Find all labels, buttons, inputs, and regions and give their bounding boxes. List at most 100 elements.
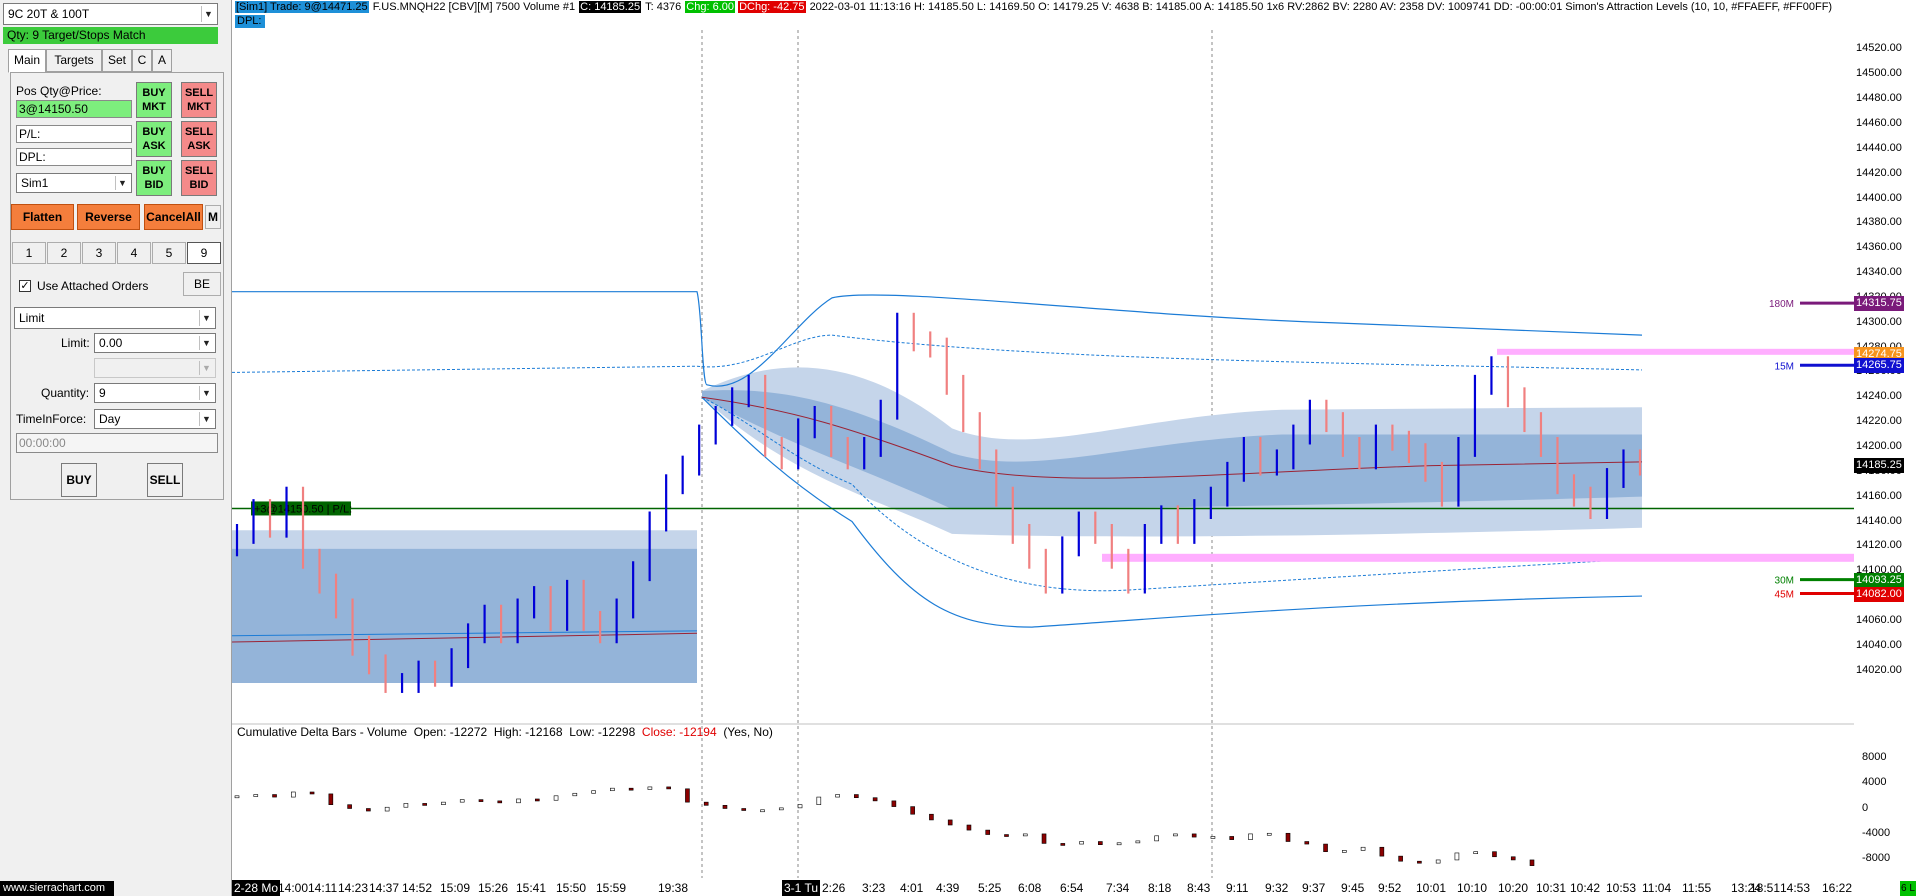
band-inner-left — [232, 548, 697, 683]
status-bar: Qty: 9 Target/Stops Match — [3, 27, 218, 44]
delta-bar — [628, 787, 634, 791]
price-axis-label: 14380.00 — [1856, 216, 1902, 229]
m-button[interactable]: M — [205, 205, 221, 229]
level-label-180m: 180M — [1769, 299, 1794, 310]
delta-bar — [685, 788, 690, 803]
time-axis-label: 14:23 — [338, 881, 369, 895]
price-axis[interactable]: 14520.00 14500.00 14480.00 14460.00 14440.00… — [1854, 0, 1916, 896]
delta-bar — [234, 795, 240, 799]
qty-button-3[interactable]: 3 — [82, 242, 116, 264]
delta-axis-label: 0 — [1862, 801, 1869, 814]
cancel-all-button[interactable]: CancelAll — [144, 204, 203, 230]
subgraph-extra: (Yes, No) — [723, 725, 773, 739]
price-axis-label: 14140.00 — [1856, 514, 1902, 527]
time-axis[interactable]: 2-28 Mo 3-1 Tu 14:00 14:11 14:23 14:37 14:52… — [232, 880, 1854, 896]
delta-bar — [272, 794, 277, 798]
tab-c[interactable]: C — [132, 49, 152, 72]
use-attached-orders-label: Use Attached Orders — [37, 279, 149, 293]
buy-market-button[interactable]: BUY MKT — [136, 82, 172, 118]
qty-button-2[interactable]: 2 — [47, 242, 81, 264]
stop-price-field[interactable]: ▼ — [94, 358, 216, 378]
delta-bar — [610, 787, 615, 792]
buy-button[interactable]: BUY — [61, 463, 97, 497]
time-axis-label: 15:50 — [556, 881, 587, 895]
time-in-force-value: Day — [99, 412, 121, 426]
qty-button-1[interactable]: 1 — [12, 242, 46, 264]
tab-targets[interactable]: Targets — [46, 49, 102, 72]
delta-bar — [1529, 859, 1535, 866]
time-in-force-select[interactable]: Day ▼ — [94, 409, 216, 429]
tab-set[interactable]: Set — [102, 49, 132, 72]
buy-ask-button[interactable]: BUY ASK — [136, 121, 172, 157]
tab-main[interactable]: Main — [8, 49, 46, 73]
price-axis-label: 14480.00 — [1856, 92, 1902, 105]
delta-bar — [441, 801, 446, 805]
qty-button-4[interactable]: 4 — [117, 242, 151, 264]
sell-button[interactable]: SELL — [147, 463, 183, 497]
time-axis-label: 13:24 — [1731, 881, 1762, 895]
delta-bar — [1248, 833, 1253, 840]
delta-bar — [291, 791, 296, 798]
date-label-1: 2-28 Mo — [232, 880, 281, 896]
buy-bid-button[interactable]: BUY BID — [136, 160, 172, 196]
qty-button-5[interactable]: 5 — [152, 242, 186, 264]
sim-trade-info: [Sim1] Trade: 9@14471.25 — [235, 1, 369, 13]
delta-bar — [1285, 832, 1291, 842]
price-tag: 14315.75 — [1854, 296, 1904, 312]
sell-ask-button[interactable]: SELL ASK — [181, 121, 217, 157]
price-axis-label: 14120.00 — [1856, 539, 1902, 552]
time-axis-label: 8:18 — [1148, 881, 1172, 895]
chevron-down-icon: ▼ — [199, 386, 213, 400]
vwap-lower-left — [232, 630, 698, 637]
price-axis-label: 14040.00 — [1856, 638, 1902, 651]
delta-bar — [1342, 850, 1347, 853]
time-axis-label: 15:09 — [440, 881, 471, 895]
time-axis-label: 9:45 — [1341, 881, 1365, 895]
time-axis-label: 10:20 — [1498, 881, 1529, 895]
time-axis-label: 10:31 — [1536, 881, 1567, 895]
chevron-down-icon: ▼ — [115, 176, 129, 190]
delta-bar — [1060, 843, 1066, 846]
time-axis-label: 14:37 — [369, 881, 400, 895]
order-type-select[interactable]: Limit ▼ — [14, 307, 216, 329]
pl-field: P/L: — [16, 125, 132, 143]
time-axis-label: 14:00 — [278, 881, 309, 895]
date-label-2: 3-1 Tu — [782, 880, 821, 896]
be-button[interactable]: BE — [183, 272, 221, 296]
time-axis-label: 10:42 — [1570, 881, 1601, 895]
delta-bar — [666, 786, 671, 790]
delta-bar — [1041, 833, 1047, 844]
attraction-level-lower — [1102, 553, 1854, 562]
time-axis-label: 9:11 — [1226, 881, 1249, 895]
sell-bid-button[interactable]: SELL BID — [181, 160, 217, 196]
flatten-button[interactable]: Flatten — [11, 204, 74, 230]
chart-area[interactable]: 180M 15M 30M 45M +3@14150.50 | P/L: [Sim1] T… — [232, 0, 1916, 896]
chart-select[interactable]: 9C 20T & 100T ▼ — [3, 3, 218, 25]
subgraph-low: Low: -12298 — [569, 725, 636, 739]
quantity-field[interactable]: 9 ▼ — [94, 383, 216, 403]
reverse-button[interactable]: Reverse — [77, 204, 140, 230]
time-axis-label: 15:26 — [478, 881, 509, 895]
tab-a[interactable]: A — [152, 49, 172, 72]
delta-bar — [1229, 836, 1235, 840]
vwap-lower-band-2 — [701, 396, 1643, 628]
time-axis-label: 14:53 — [1780, 881, 1811, 895]
good-till-time-field[interactable]: 00:00:00 — [16, 433, 218, 453]
price-axis-label: 14500.00 — [1856, 67, 1902, 80]
symbol-info: F.US.MNQH22 [CBV][M] 7500 Volume #1 — [372, 1, 576, 13]
change-value: Chg: 6.00 — [685, 1, 735, 13]
delta-axis-label: -4000 — [1862, 826, 1891, 839]
corner-indicator: 6 L — [1900, 881, 1916, 896]
use-attached-orders-checkbox[interactable]: ✓ — [19, 280, 31, 292]
price-tag: 14082.00 — [1854, 586, 1904, 602]
vwap-line — [701, 396, 1643, 479]
time-axis-label: 6:54 — [1060, 881, 1084, 895]
qty-button-9[interactable]: 9 — [187, 242, 221, 264]
limit-price-field[interactable]: 0.00 ▼ — [94, 333, 216, 353]
chevron-down-icon: ▼ — [199, 310, 213, 326]
account-select[interactable]: Sim1 ▼ — [16, 173, 132, 193]
sell-market-button[interactable]: SELL MKT — [181, 82, 217, 118]
time-axis-label: 10:01 — [1416, 881, 1447, 895]
